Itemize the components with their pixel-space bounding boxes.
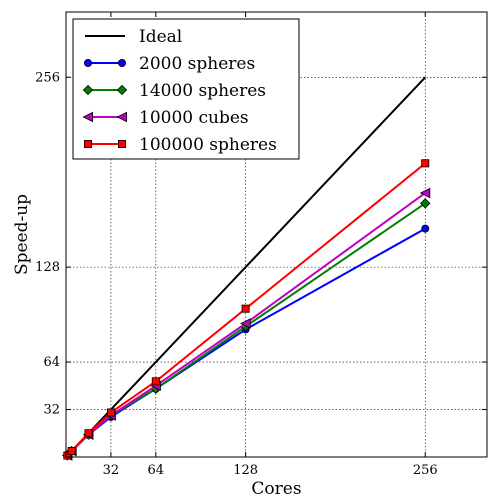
series-10000-cubes bbox=[61, 187, 431, 461]
y-tick-label: 256 bbox=[35, 70, 60, 85]
legend-label: Ideal bbox=[139, 27, 182, 47]
data-point-100000-spheres bbox=[63, 451, 72, 460]
data-point-2000-spheres bbox=[421, 224, 430, 233]
data-point-100000-spheres bbox=[241, 304, 250, 313]
data-point-100000-spheres bbox=[106, 408, 115, 417]
axis-ticks: 32 64 128 256 32 64 128 256 bbox=[35, 12, 487, 478]
series-line-ideal bbox=[66, 76, 426, 457]
data-point-100000-spheres bbox=[421, 159, 430, 168]
data-point-10000-cubes bbox=[240, 318, 251, 329]
legend-marker bbox=[84, 139, 93, 148]
data-point-100000-spheres bbox=[151, 377, 160, 386]
legend-item-10000-cubes: 10000 cubes bbox=[82, 108, 249, 128]
series-100000-spheres bbox=[63, 159, 430, 460]
series-14000-spheres bbox=[62, 198, 431, 461]
plot-frame bbox=[65, 11, 488, 458]
legend-label: 100000 spheres bbox=[139, 135, 277, 155]
series-layer bbox=[61, 76, 431, 461]
series-ideal bbox=[66, 76, 426, 457]
data-point-100000-spheres bbox=[84, 429, 93, 438]
legend-marker bbox=[118, 59, 127, 68]
data-point-100000-spheres bbox=[67, 447, 76, 456]
legend-item-100000-spheres: 100000 spheres bbox=[84, 135, 277, 155]
x-axis-label: Cores bbox=[251, 479, 301, 499]
legend-marker bbox=[116, 111, 127, 123]
legend-marker bbox=[84, 59, 93, 68]
series-line-2000-spheres bbox=[66, 227, 426, 457]
series-2000-spheres bbox=[63, 224, 430, 460]
legend-label: 10000 cubes bbox=[139, 108, 249, 128]
x-tick-label: 64 bbox=[148, 463, 165, 478]
x-tick-label: 32 bbox=[103, 463, 120, 478]
data-point-14000-spheres bbox=[420, 198, 431, 209]
legend-item-14000-spheres: 14000 spheres bbox=[82, 81, 266, 101]
legend-marker bbox=[116, 84, 128, 96]
data-point-10000-cubes bbox=[419, 187, 431, 199]
legend-marker bbox=[82, 84, 94, 96]
legend-item-2000-spheres: 2000 spheres bbox=[84, 54, 255, 74]
legend-marker bbox=[82, 111, 93, 123]
x-tick-label: 128 bbox=[233, 463, 258, 478]
legend-marker bbox=[118, 139, 127, 148]
legend-label: 2000 spheres bbox=[139, 54, 255, 74]
legend-item-ideal: Ideal bbox=[85, 27, 182, 47]
y-tick-label: 128 bbox=[35, 260, 60, 275]
legend: Ideal 2000 spheres 14000 spheres 10000 cube… bbox=[72, 18, 300, 160]
y-tick-label: 32 bbox=[43, 403, 60, 418]
legend-label: 14000 spheres bbox=[139, 81, 266, 101]
x-tick-label: 256 bbox=[413, 463, 438, 478]
y-axis-label: Speed-up bbox=[12, 194, 32, 275]
y-tick-label: 64 bbox=[43, 355, 60, 370]
